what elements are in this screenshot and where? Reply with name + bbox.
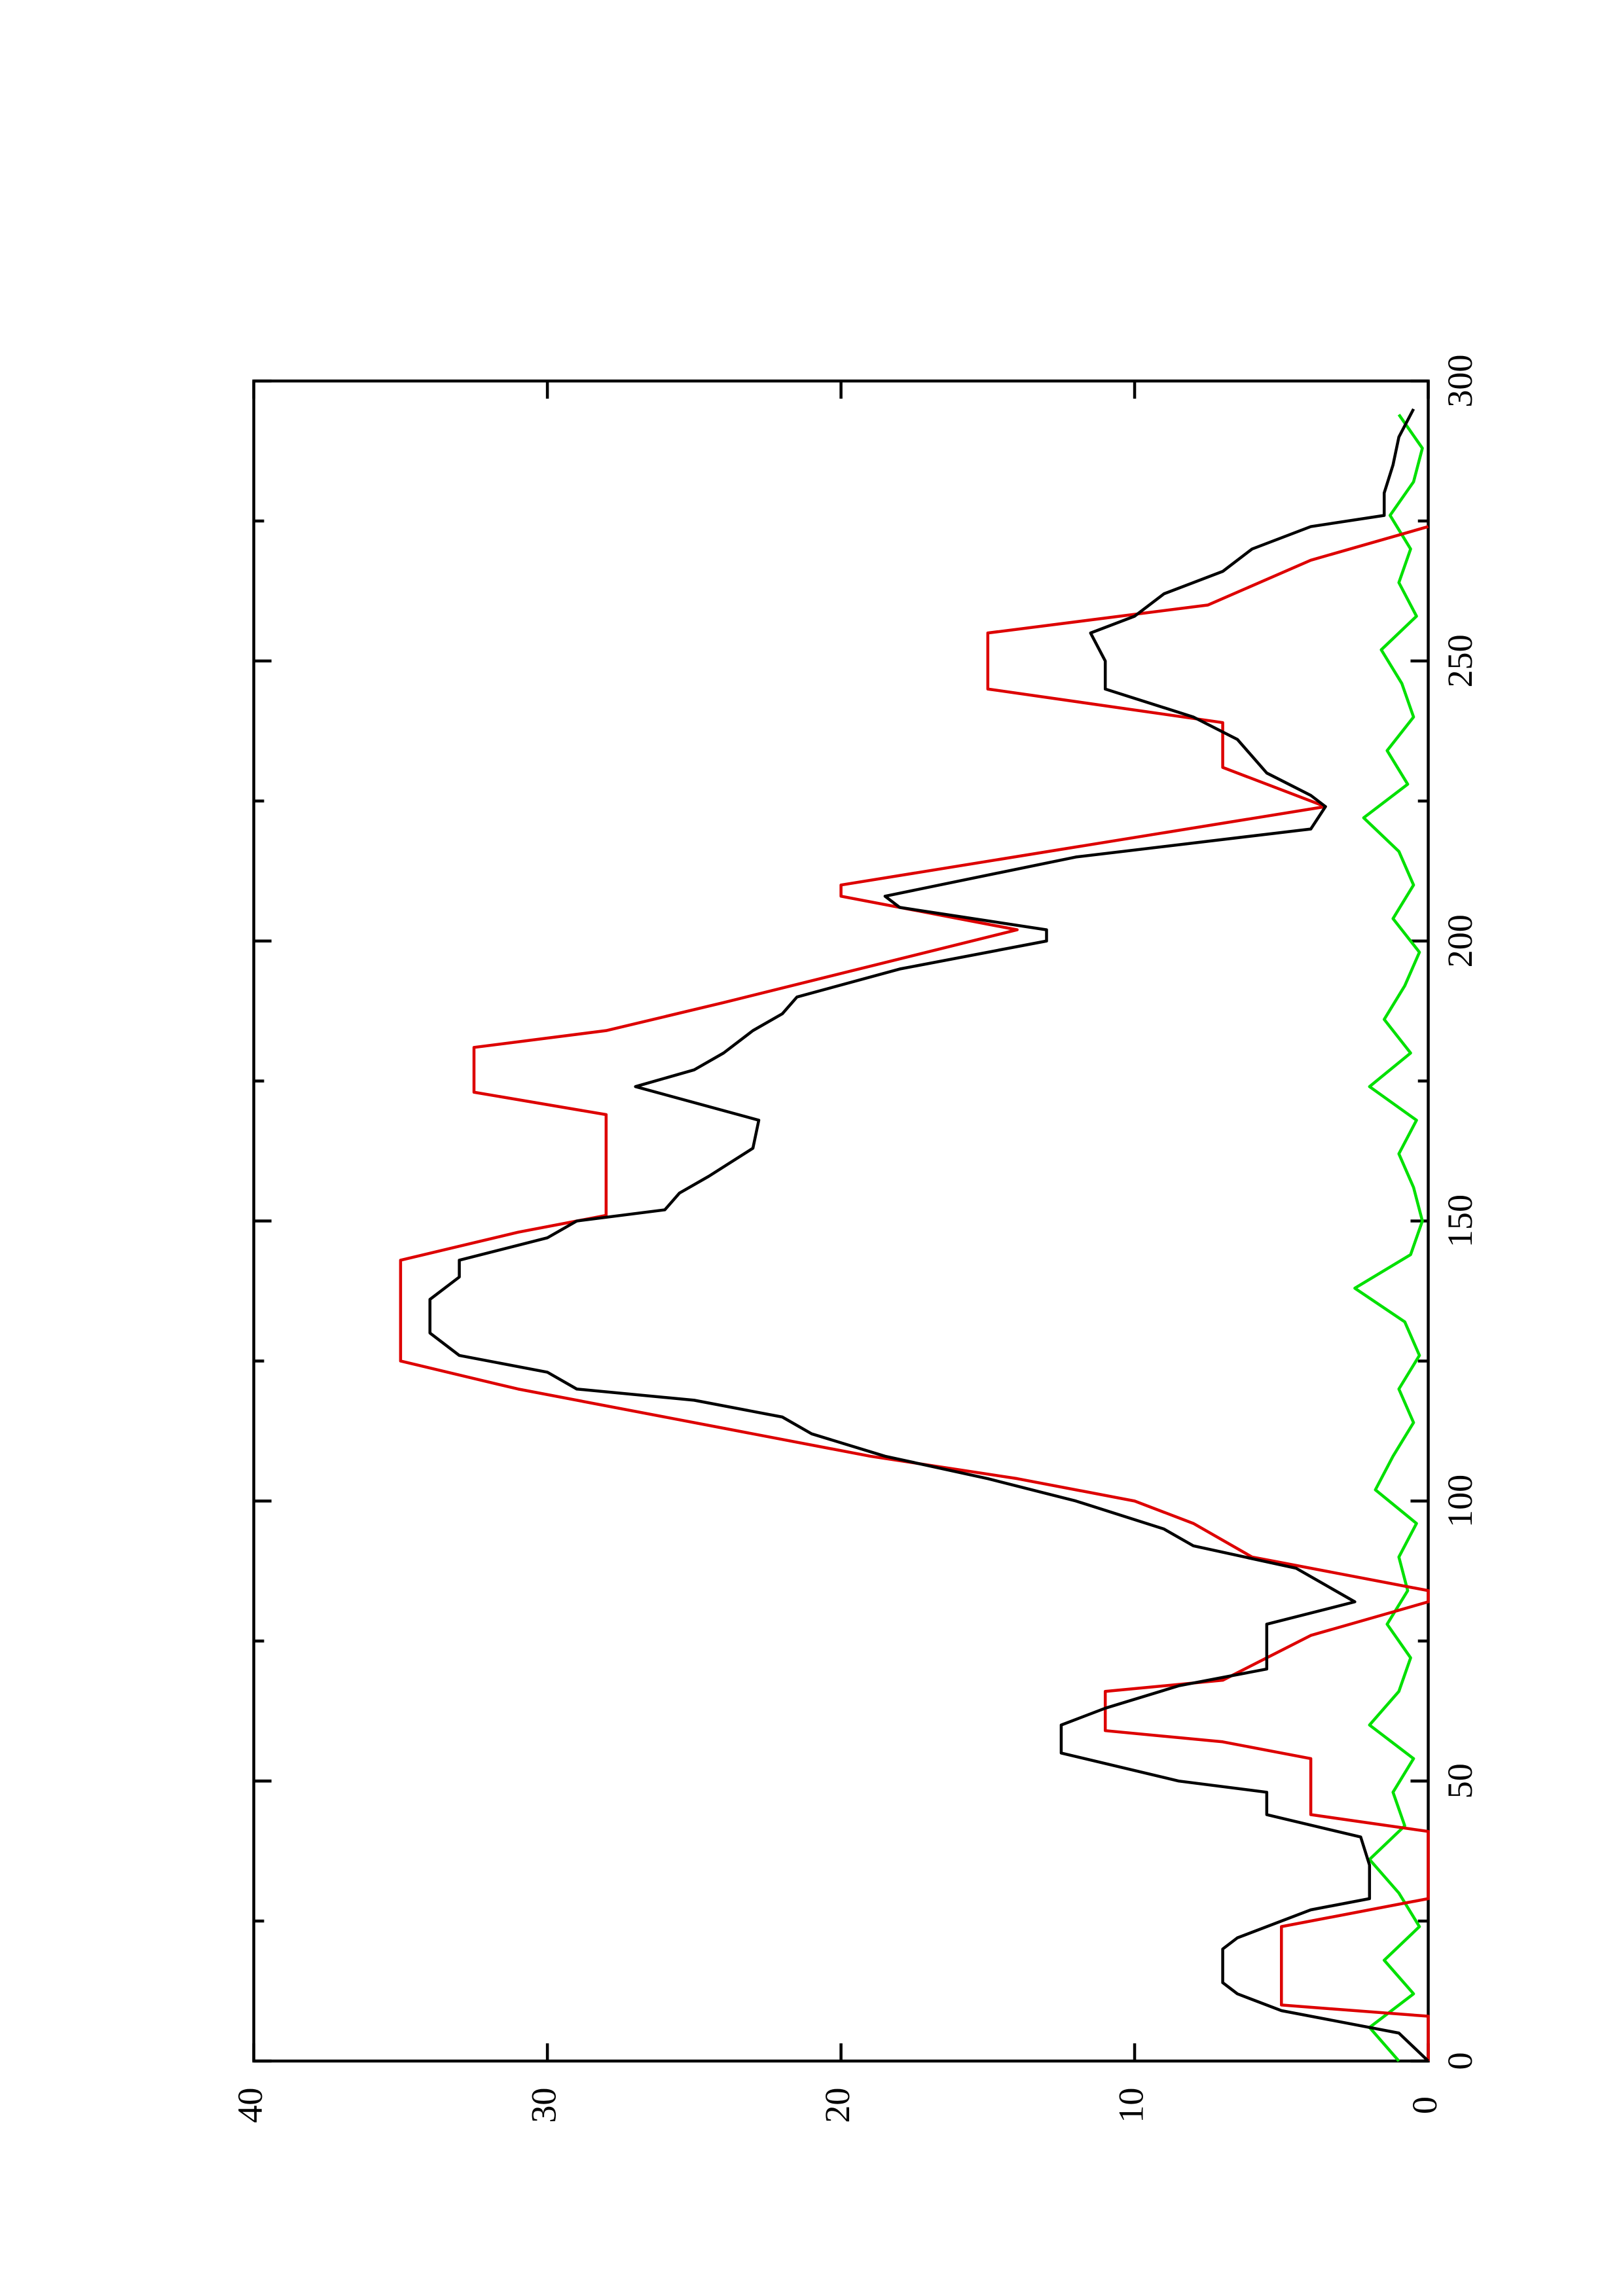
y-tick-label: 10: [1111, 2088, 1150, 2123]
y-tick-label: 30: [524, 2088, 564, 2123]
series-line: [399, 525, 1430, 2062]
y-tick-label: 40: [230, 2088, 270, 2123]
y-tick-label: 0: [1405, 2096, 1444, 2114]
x-tick-label: 200: [1440, 914, 1480, 967]
series-line: [1353, 414, 1424, 2062]
x-tick-label: 250: [1440, 634, 1480, 687]
x-tick-label: 300: [1440, 355, 1480, 408]
x-tick-label: 150: [1440, 1194, 1480, 1247]
x-tick-label: 0: [1440, 2052, 1480, 2070]
x-tick-label: 100: [1440, 1475, 1480, 1528]
plot-frame: [252, 379, 1430, 2063]
x-tick-label: 50: [1440, 1763, 1480, 1799]
series-line: [428, 408, 1430, 2062]
y-tick-label: 20: [818, 2088, 857, 2123]
